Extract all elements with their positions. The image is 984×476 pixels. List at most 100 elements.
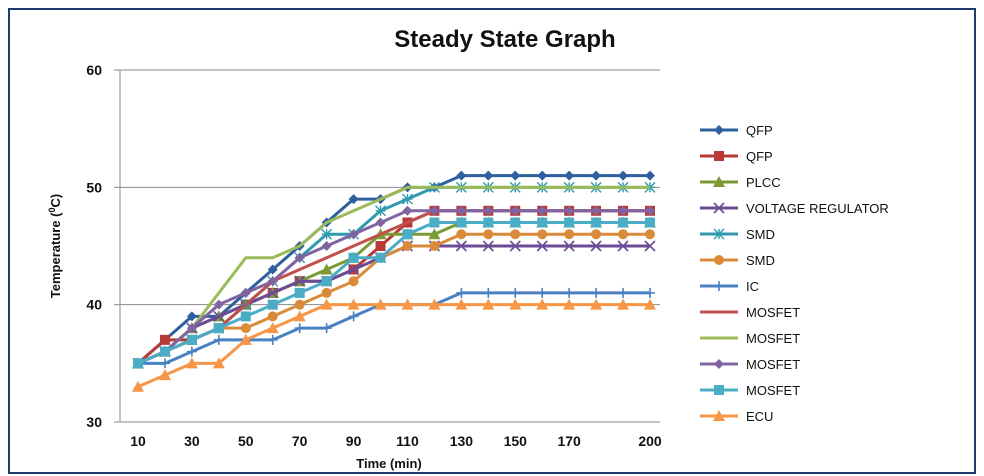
legend-marker (714, 385, 724, 395)
data-point (590, 298, 603, 310)
data-point (536, 298, 549, 310)
data-point (267, 276, 278, 287)
x-tick-label: 170 (557, 433, 581, 449)
data-point (348, 263, 360, 276)
x-tick-labels: 10 30 50 70 90 110 130 150 170 200 (130, 433, 662, 449)
data-point (240, 287, 251, 298)
legend-label: QFP (746, 123, 773, 138)
data-point (266, 322, 279, 334)
data-point (348, 252, 359, 263)
series-10 (133, 217, 655, 369)
data-point (294, 299, 305, 310)
data-point (267, 264, 278, 275)
data-point (321, 287, 332, 298)
data-point (347, 298, 360, 310)
y-axis-label-sup: 0 (47, 207, 57, 212)
data-point (564, 205, 575, 216)
legend-entry-9: MOSFET (700, 357, 800, 372)
series-line-8 (137, 185, 650, 365)
data-point (591, 170, 602, 181)
data-point (158, 369, 171, 381)
data-point (267, 311, 278, 322)
data-point (321, 228, 333, 240)
legend-label: MOSFET (746, 331, 800, 346)
data-point (509, 298, 522, 310)
data-point (401, 193, 413, 205)
data-point (186, 311, 197, 322)
data-point (429, 241, 440, 251)
data-point (402, 241, 413, 251)
legend-entry-4: SMD (700, 227, 775, 242)
data-point (348, 311, 359, 322)
data-point (320, 298, 333, 310)
data-point (644, 298, 656, 310)
data-point (375, 217, 386, 228)
data-point (402, 229, 413, 240)
data-point (483, 287, 494, 298)
data-point (429, 205, 440, 216)
x-axis-label: Time (min) (356, 456, 422, 471)
legend-marker (714, 125, 724, 135)
legend-marker (714, 255, 724, 265)
data-point (510, 170, 521, 181)
data-point (591, 287, 602, 298)
data-point (401, 298, 414, 310)
data-point (645, 217, 655, 228)
data-point (510, 217, 521, 228)
data-point (267, 334, 278, 345)
data-point (510, 205, 521, 216)
data-point (186, 323, 197, 334)
legend-entry-5: SMD (700, 253, 775, 268)
data-point (564, 170, 575, 181)
legend-label: MOSFET (746, 383, 800, 398)
legend-marker (714, 281, 724, 291)
y-tick-label: 30 (86, 414, 102, 430)
data-point (618, 287, 629, 298)
data-point (618, 170, 629, 181)
data-point (644, 240, 656, 252)
legend-marker (713, 228, 725, 240)
x-tick-label: 150 (504, 433, 528, 449)
data-point (591, 217, 602, 228)
data-point (133, 358, 143, 369)
data-point (537, 205, 548, 216)
legend-marker (713, 202, 725, 214)
data-point (564, 287, 575, 298)
legend-label: QFP (746, 149, 773, 164)
legend-entry-11: ECU (700, 409, 773, 424)
data-point (132, 380, 144, 392)
data-point (537, 170, 548, 181)
series-8 (137, 185, 650, 365)
data-point (482, 240, 494, 252)
legend-entry-3: VOLTAGE REGULATOR (700, 201, 889, 216)
data-point (591, 205, 602, 216)
data-point (185, 357, 198, 369)
x-tick-label: 130 (450, 433, 474, 449)
data-point (456, 205, 467, 216)
chart-frame (8, 8, 976, 474)
data-point (510, 229, 521, 240)
data-point (456, 287, 467, 298)
data-point (159, 358, 170, 369)
data-point (618, 205, 629, 216)
y-axis-label-main: Temperature ( (48, 212, 63, 298)
series-lines (132, 170, 656, 392)
data-point (293, 310, 306, 322)
legend-label: PLCC (746, 175, 781, 190)
data-point (321, 276, 332, 287)
data-point (267, 287, 279, 299)
data-point (374, 298, 387, 310)
data-point (591, 229, 602, 240)
data-point (483, 217, 494, 228)
data-point (509, 240, 521, 252)
data-point (483, 170, 494, 181)
legend-label: SMD (746, 253, 775, 268)
data-point (455, 240, 467, 252)
data-point (563, 298, 576, 310)
x-tick-label: 90 (346, 433, 362, 449)
data-point (213, 310, 225, 322)
data-point (537, 229, 548, 240)
y-axis-label-tail: C) (48, 194, 63, 208)
data-point (564, 229, 575, 240)
